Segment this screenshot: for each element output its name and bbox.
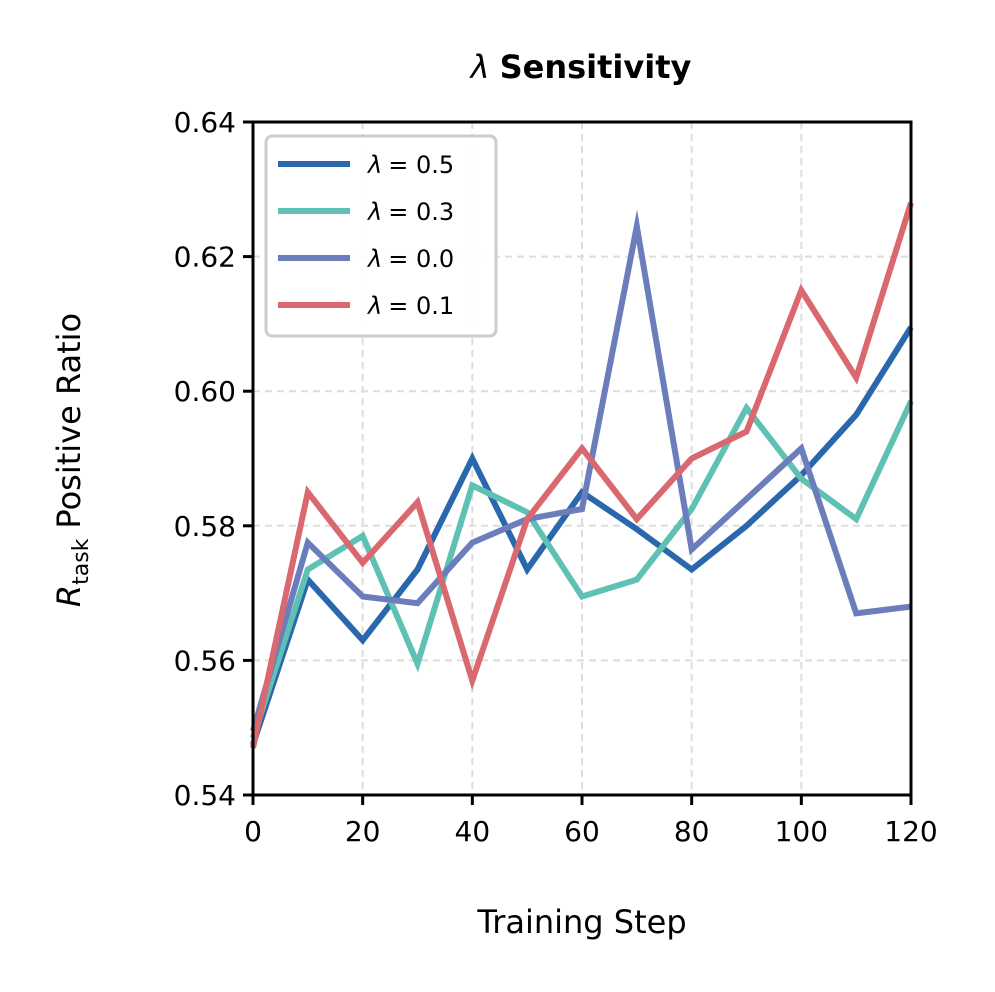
y-axis-label-symbol: R [50, 585, 88, 607]
x-tick-label: 120 [884, 815, 937, 848]
y-tick-label: 0.58 [174, 510, 236, 543]
x-tick-label: 0 [244, 815, 262, 848]
chart-title-text: Sensitivity [500, 48, 692, 86]
legend: λ = 0.5λ = 0.3λ = 0.0λ = 0.1 [264, 134, 498, 338]
y-tick-label: 0.64 [174, 106, 236, 139]
legend-label-3: λ = 0.1 [366, 292, 454, 320]
x-tick-label: 100 [775, 815, 828, 848]
x-axis-ticks: 0 20 40 60 80 100 120 [244, 795, 938, 848]
legend-label-0: λ = 0.5 [366, 151, 454, 179]
legend-symbol-0: λ [366, 151, 382, 179]
y-tick-label: 0.54 [174, 779, 236, 812]
y-axis-label: Rtask Positive Ratio [50, 313, 94, 607]
y-axis-ticks: 0.54 0.56 0.58 0.60 0.62 0.64 [174, 106, 253, 812]
legend-symbol-2: λ [366, 245, 382, 273]
y-axis-label-subscript: task [69, 538, 94, 585]
chart-title: λ Sensitivity [469, 48, 692, 86]
legend-label-2: λ = 0.0 [366, 245, 454, 273]
x-tick-label: 60 [564, 815, 600, 848]
x-axis-label: Training Step [476, 903, 686, 941]
legend-value-2: = 0.0 [388, 245, 454, 273]
legend-box [264, 134, 498, 338]
legend-symbol-1: λ [366, 198, 382, 226]
y-tick-label: 0.56 [174, 644, 236, 677]
legend-value-3: = 0.1 [388, 292, 454, 320]
series-line-3 [250, 201, 914, 749]
series-line-1 [250, 400, 914, 739]
series-lines [250, 201, 914, 749]
legend-value-0: = 0.5 [388, 151, 454, 179]
legend-label-1: λ = 0.3 [366, 198, 454, 226]
x-tick-label: 80 [674, 815, 710, 848]
x-tick-label: 40 [455, 815, 491, 848]
y-tick-label: 0.60 [174, 375, 236, 408]
x-tick-label: 20 [345, 815, 381, 848]
chart-title-symbol: λ [469, 48, 490, 86]
y-axis-label-text: Positive Ratio [50, 313, 88, 529]
legend-symbol-3: λ [366, 292, 382, 320]
legend-value-1: = 0.3 [388, 198, 454, 226]
y-tick-label: 0.62 [174, 241, 236, 274]
series-line-2 [250, 209, 912, 732]
